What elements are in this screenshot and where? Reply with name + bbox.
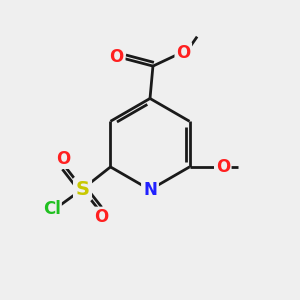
Text: O: O: [176, 44, 190, 62]
Text: O: O: [216, 158, 230, 176]
Text: N: N: [143, 181, 157, 199]
Text: O: O: [56, 150, 70, 168]
Text: Cl: Cl: [43, 200, 61, 218]
Text: O: O: [110, 48, 124, 66]
Text: O: O: [94, 208, 109, 226]
Text: S: S: [76, 179, 89, 199]
